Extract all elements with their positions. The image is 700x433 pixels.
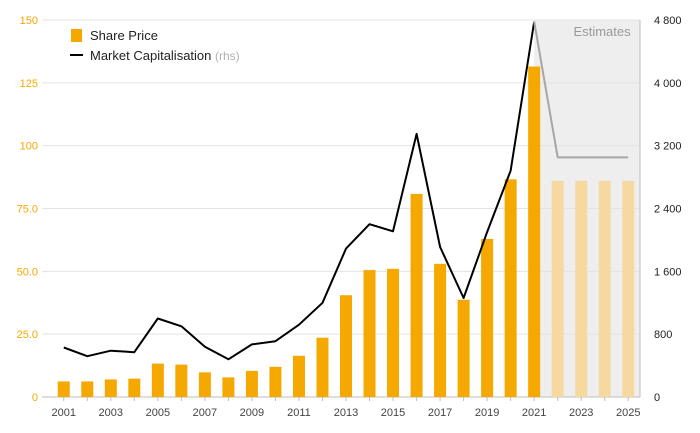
- bar-share-price-2016: [410, 193, 423, 397]
- legend-label-share-price: Share Price: [90, 28, 158, 43]
- bar-share-price-2009: [245, 370, 258, 397]
- market-cap-lines: [63, 21, 629, 361]
- bar-share-price-2020: [504, 179, 517, 397]
- x-tick-label: 2005: [146, 407, 170, 419]
- left-tick-label: 150: [20, 15, 38, 27]
- left-tick-label: 50.0: [17, 266, 38, 278]
- x-tick-label: 2023: [569, 407, 593, 419]
- x-tick-label: 2001: [52, 407, 76, 419]
- legend-label-market-cap: Market Capitalisation: [90, 48, 211, 63]
- right-tick-label: 3 200: [654, 141, 682, 153]
- bar-share-price-2001: [57, 381, 70, 397]
- right-tick-label: 1 600: [654, 266, 682, 278]
- x-tick-label: 2007: [193, 407, 217, 419]
- line-market-cap-estimate: [533, 21, 629, 159]
- share-price-bars: [57, 66, 635, 397]
- bar-share-price-2010: [269, 366, 282, 397]
- left-tick-label: 125: [20, 78, 38, 90]
- x-tick-label: 2025: [616, 407, 640, 419]
- bar-share-price-2017: [434, 263, 447, 397]
- legend-label-market-cap-group: Market Capitalisation (rhs): [90, 48, 240, 63]
- legend-swatch-share-price: [71, 29, 82, 42]
- bar-share-price-2006: [175, 364, 188, 397]
- right-tick-label: 4 000: [654, 78, 682, 90]
- left-tick-label: 25.0: [17, 329, 38, 341]
- right-tick-label: 2 400: [654, 204, 682, 216]
- right-tick-label: 800: [654, 329, 672, 341]
- bar-share-price-2011: [292, 355, 305, 397]
- right-tick-label: 0: [654, 392, 660, 404]
- x-tick-label: 2021: [522, 407, 546, 419]
- left-tick-label: 75.0: [17, 204, 38, 216]
- bar-share-price-2021: [528, 66, 541, 397]
- bar-share-price-2018: [457, 299, 470, 397]
- bar-share-price-2013: [340, 295, 352, 397]
- legend-label-rhs-note: (rhs): [215, 49, 240, 63]
- x-tick-label: 2011: [287, 407, 311, 419]
- x-axis-ticks: 2001 2003 2005 2007 2009 2011 2013 2015 2017 2019…: [52, 397, 640, 419]
- bar-share-price-2019: [481, 238, 494, 397]
- bar-share-price-2024: [598, 180, 611, 397]
- bar-share-price-2025: [622, 180, 635, 397]
- bar-share-price-2002: [81, 381, 94, 397]
- x-tick-label: 2015: [381, 407, 405, 419]
- right-axis-ticks: 0 800 1 600 2 400 3 200 4 000 4 800: [654, 15, 682, 404]
- bar-share-price-2007: [198, 372, 211, 397]
- left-tick-label: 0: [32, 392, 38, 404]
- bar-share-price-2003: [104, 379, 117, 397]
- right-tick-label: 4 800: [654, 15, 682, 27]
- bar-share-price-2014: [363, 270, 376, 397]
- bar-share-price-2012: [316, 337, 329, 397]
- bar-share-price-2005: [151, 363, 164, 397]
- x-tick-label: 2017: [428, 407, 452, 419]
- bar-share-price-2004: [128, 378, 141, 397]
- bar-share-price-2023: [575, 180, 588, 397]
- bar-share-price-2022: [551, 180, 564, 397]
- line-market-cap-actual: [63, 21, 536, 361]
- x-tick-label: 2013: [334, 407, 358, 419]
- x-tick-label: 2003: [99, 407, 123, 419]
- left-tick-label: 100: [20, 141, 38, 153]
- legend: Share Price Market Capitalisation (rhs): [70, 28, 240, 63]
- left-axis-ticks: 0 25.0 50.0 75.0 100 125 150: [17, 15, 38, 404]
- estimates-label: Estimates: [574, 24, 632, 39]
- x-tick-label: 2019: [475, 407, 499, 419]
- x-tick-label: 2009: [240, 407, 264, 419]
- bar-share-price-2008: [222, 377, 235, 397]
- bar-share-price-2015: [387, 268, 400, 397]
